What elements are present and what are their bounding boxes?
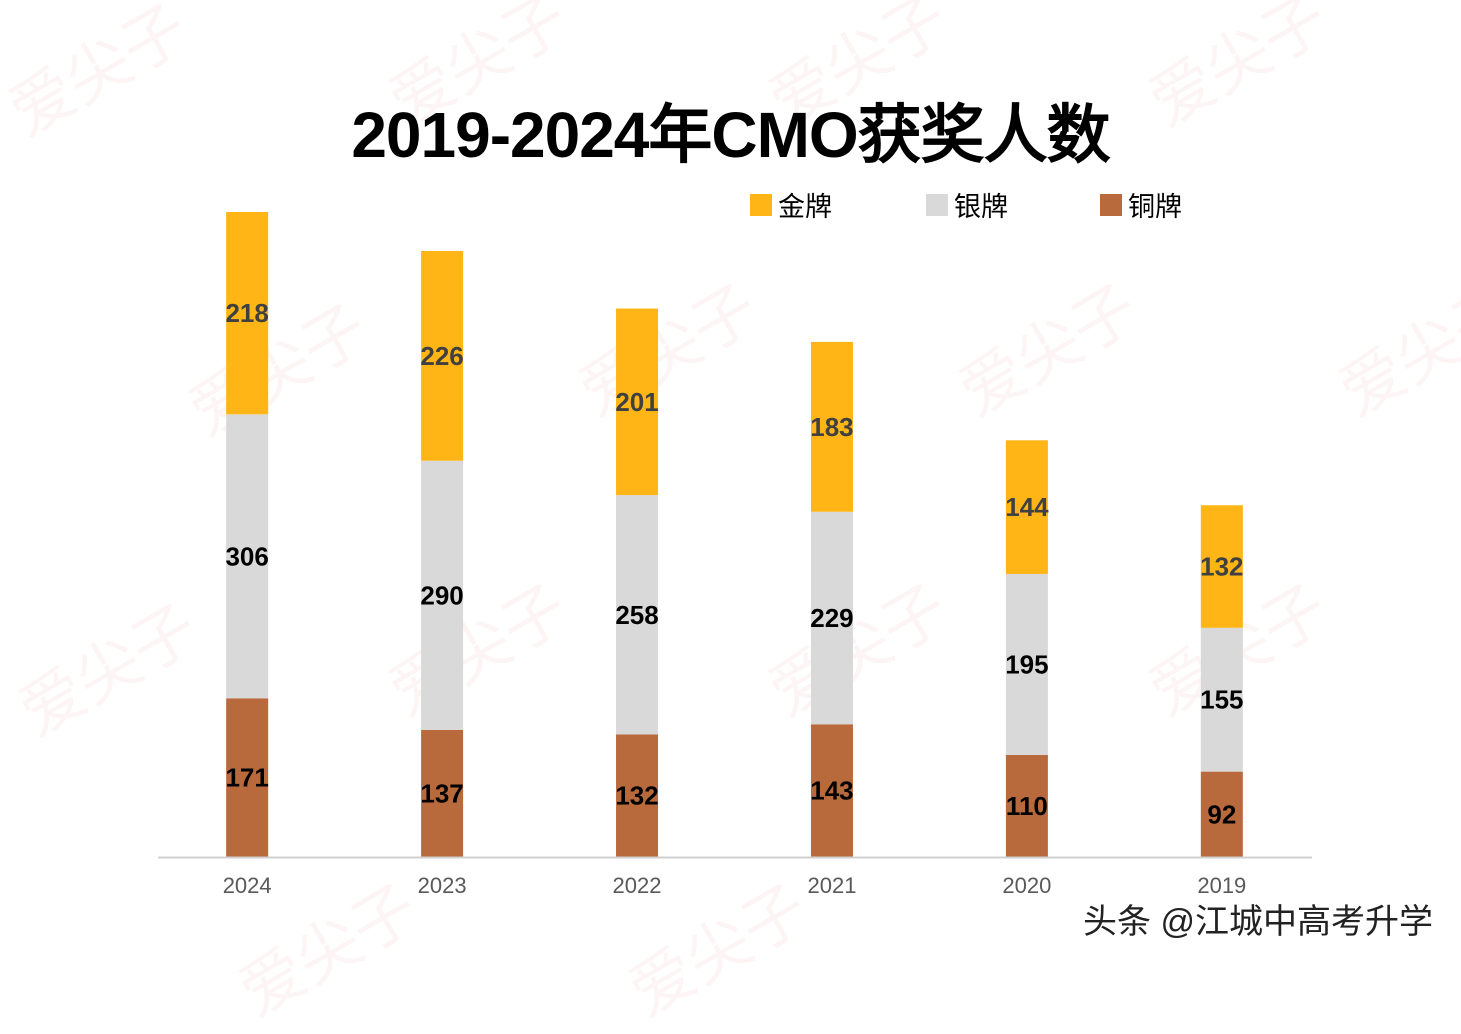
- bar-bronze-2021: [810, 724, 853, 857]
- data-label-silver-2022: 258: [615, 600, 658, 630]
- bar-gold-2020: [1005, 440, 1048, 574]
- legend-item-bronze: 铜牌: [1100, 185, 1182, 224]
- bar-silver-2020: [1005, 573, 1048, 755]
- data-label-gold-2021: 183: [810, 412, 853, 442]
- bar-silver-2019: [1200, 627, 1243, 772]
- data-label-silver-2021: 229: [810, 603, 853, 633]
- data-label-gold-2019: 132: [1200, 552, 1243, 582]
- legend-label-silver: 银牌: [954, 192, 1008, 222]
- legend-label-gold: 金牌: [778, 192, 832, 222]
- data-label-bronze-2024: 171: [225, 763, 268, 793]
- data-label-silver-2023: 290: [420, 580, 463, 610]
- bar-bronze-2024: [226, 698, 269, 857]
- data-label-bronze-2023: 137: [420, 778, 463, 808]
- bar-bronze-2020: [1005, 754, 1048, 857]
- bar-silver-2023: [421, 460, 464, 730]
- x-tick-label-2019: 2019: [1197, 873, 1246, 898]
- data-label-gold-2020: 144: [1005, 492, 1049, 522]
- bar-silver-2021: [810, 511, 853, 725]
- data-label-silver-2024: 306: [225, 541, 268, 571]
- data-label-bronze-2022: 132: [615, 781, 658, 811]
- data-label-bronze-2020: 110: [1006, 791, 1048, 821]
- chart-plot: 171 306 218 2024 137 290 226 2023 132 258 201 2022 1…: [158, 212, 1312, 898]
- bar-gold-2022: [616, 308, 659, 496]
- bar-silver-2024: [226, 414, 269, 699]
- x-tick-label-2020: 2020: [1002, 873, 1051, 898]
- legend-item-silver: 银牌: [926, 185, 1008, 224]
- legend-swatch-silver: [926, 193, 948, 216]
- x-tick-label-2023: 2023: [418, 873, 467, 898]
- bar-gold-2019: [1200, 505, 1243, 628]
- x-tick-label-2021: 2021: [807, 873, 856, 898]
- data-label-bronze-2021: 143: [810, 776, 853, 806]
- bar-gold-2024: [226, 212, 269, 415]
- legend-swatch-gold: [750, 193, 772, 216]
- chart-title: 2019-2024年CMO获奖人数: [351, 99, 1110, 171]
- bar-silver-2022: [616, 495, 659, 735]
- data-label-silver-2020: 195: [1005, 649, 1048, 679]
- x-tick-label-2024: 2024: [223, 873, 272, 898]
- data-label-silver-2019: 155: [1200, 685, 1243, 715]
- bar-gold-2021: [810, 341, 853, 512]
- data-label-gold-2023: 226: [420, 341, 463, 371]
- bar-bronze-2019: [1200, 771, 1243, 857]
- source-watermark: 头条 @江城中高考升学: [1083, 903, 1433, 941]
- legend-label-bronze: 铜牌: [1128, 192, 1182, 222]
- bar-bronze-2023: [421, 729, 464, 857]
- bar-gold-2023: [421, 250, 464, 461]
- legend-swatch-bronze: [1100, 193, 1122, 216]
- data-label-gold-2024: 218: [225, 298, 268, 328]
- data-label-bronze-2019: 92: [1207, 799, 1236, 829]
- bar-bronze-2022: [616, 734, 659, 857]
- data-label-gold-2022: 201: [615, 387, 658, 417]
- legend-item-gold: 金牌: [750, 185, 832, 224]
- x-tick-label-2022: 2022: [613, 873, 662, 898]
